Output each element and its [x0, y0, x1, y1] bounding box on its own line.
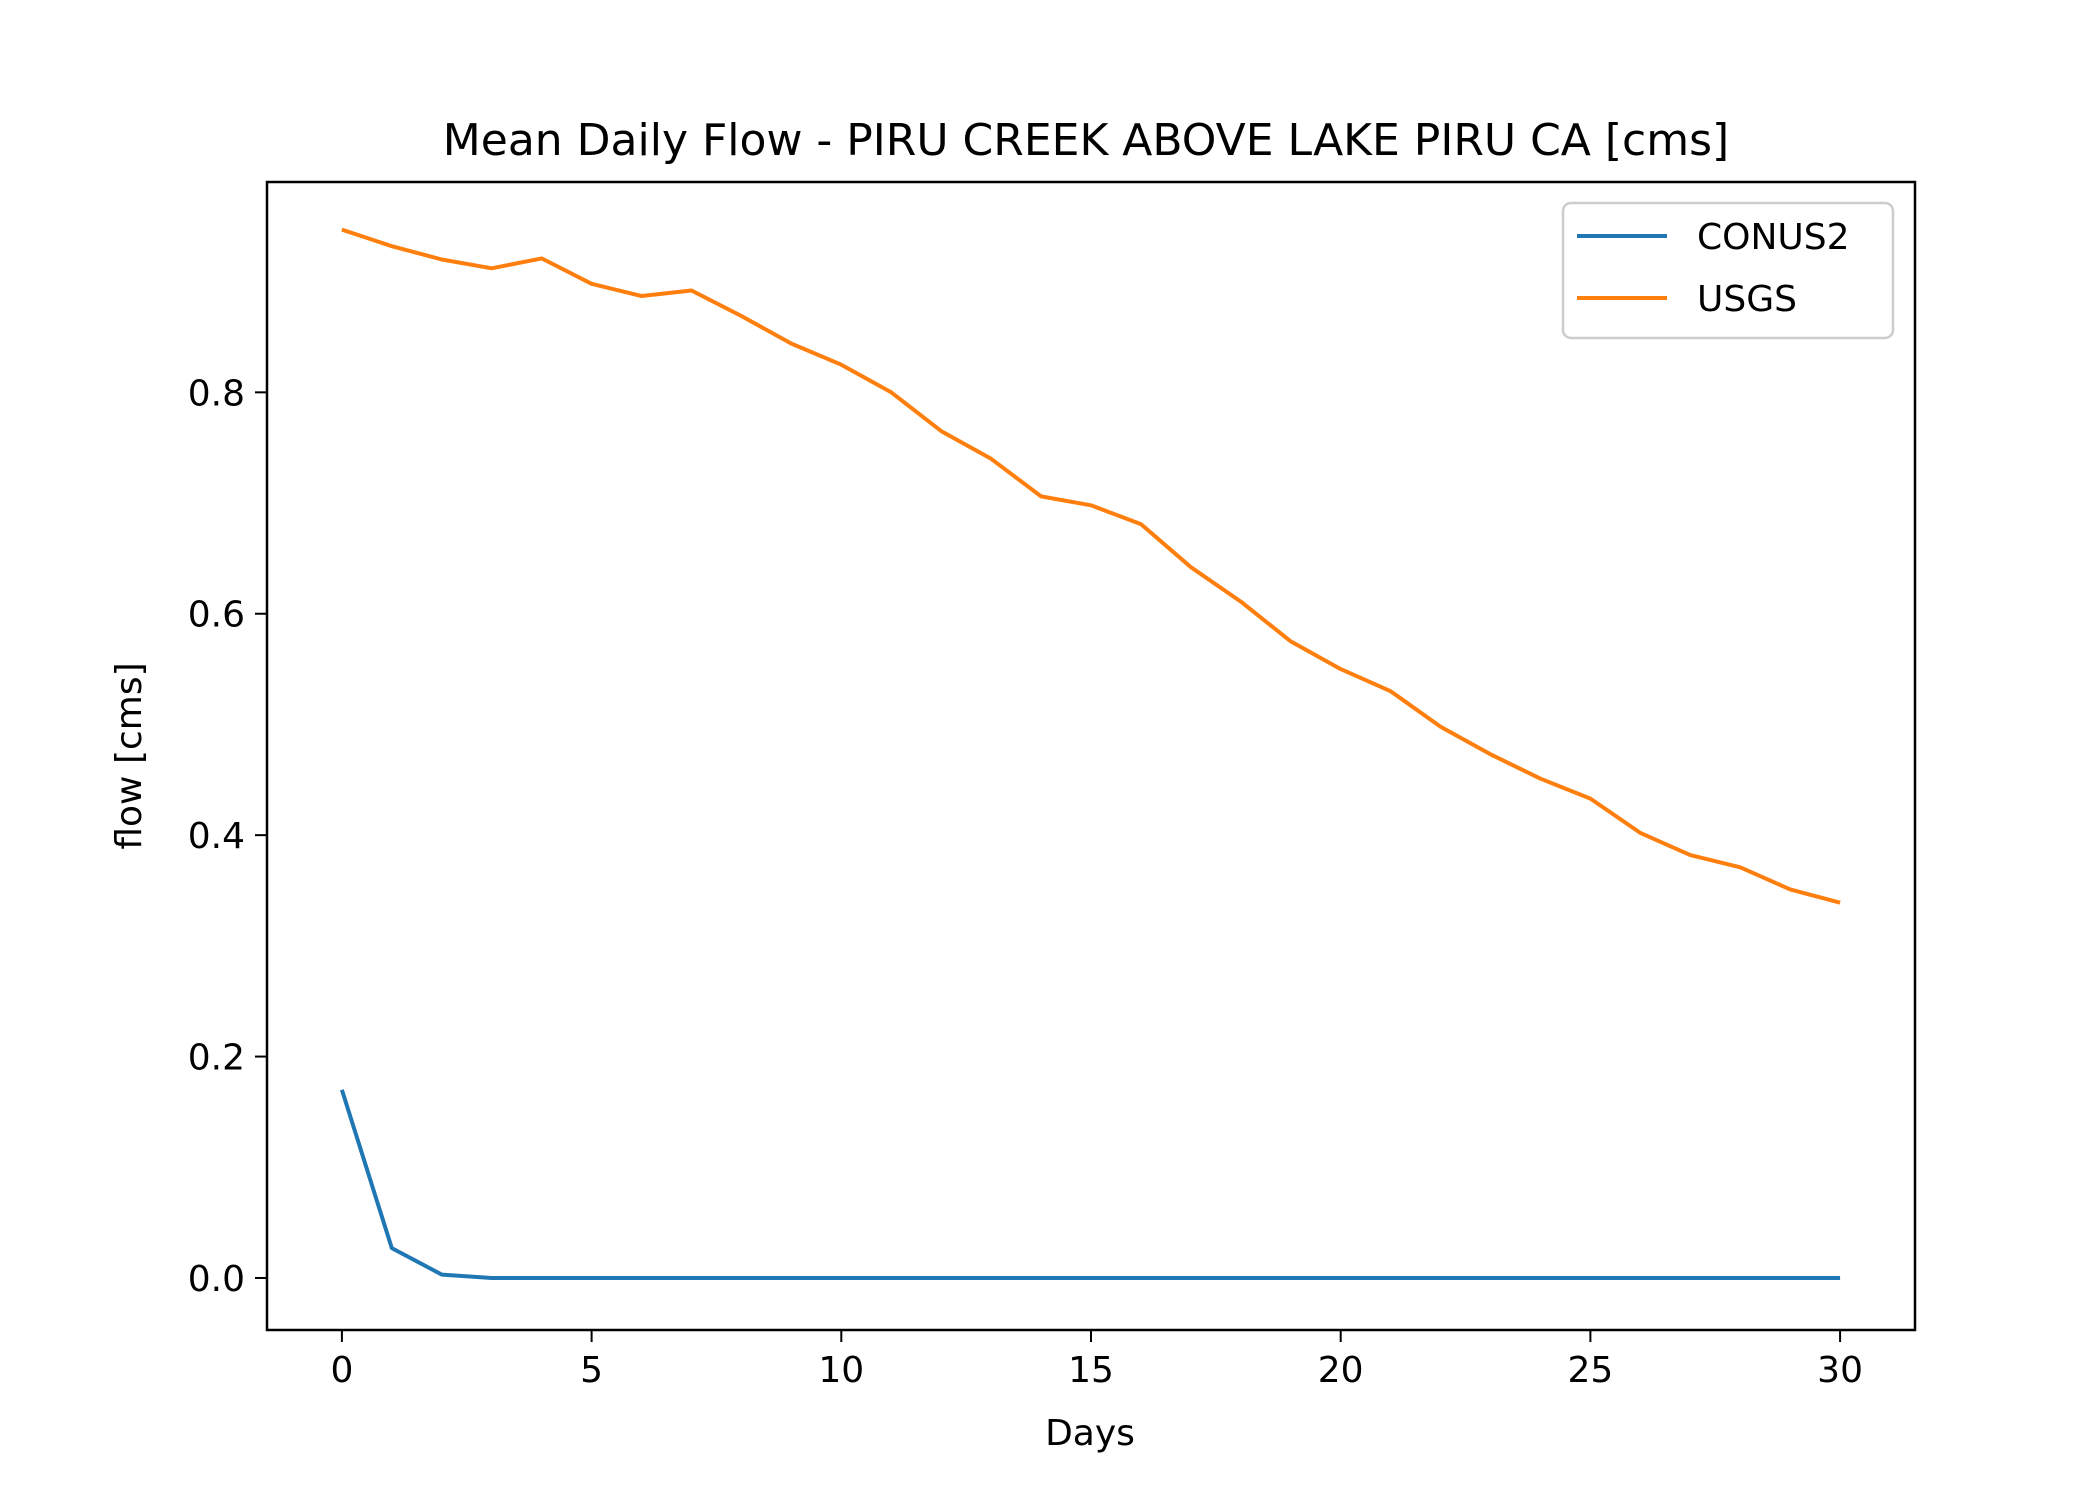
plot-area-frame	[265, 180, 1917, 1332]
series-lines	[339, 227, 1841, 1280]
y-tick-label: 0.0	[188, 1259, 245, 1300]
x-tick-label: 5	[580, 1350, 603, 1391]
x-axis-label: Days	[1045, 1413, 1135, 1454]
x-tick-label: 10	[818, 1350, 864, 1391]
x-tick-label: 30	[1817, 1350, 1863, 1391]
legend-label-usgs: USGS	[1697, 279, 1797, 320]
y-tick-label: 0.2	[188, 1038, 245, 1079]
y-tick-label: 0.4	[188, 816, 245, 857]
x-axis-ticks: 0 5 10 15 20 25 30	[330, 1330, 1863, 1391]
y-axis-label: flow [cms]	[109, 662, 150, 849]
x-tick-label: 20	[1318, 1350, 1364, 1391]
x-tick-label: 0	[330, 1350, 353, 1391]
legend-label-conus2: CONUS2	[1697, 217, 1850, 258]
x-tick-label: 15	[1068, 1350, 1114, 1391]
legend: CONUS2 USGS	[1561, 201, 1895, 340]
y-tick-label: 0.6	[188, 595, 245, 636]
series-line-usgs	[341, 227, 1841, 905]
y-axis-ticks: 0.0 0.2 0.4 0.6 0.8	[188, 373, 267, 1300]
x-tick-label: 25	[1567, 1350, 1613, 1391]
chart-title: Mean Daily Flow - PIRU CREEK ABOVE LAKE …	[443, 115, 1729, 166]
series-line-conus2	[339, 1089, 1841, 1280]
y-tick-label: 0.8	[188, 373, 245, 414]
